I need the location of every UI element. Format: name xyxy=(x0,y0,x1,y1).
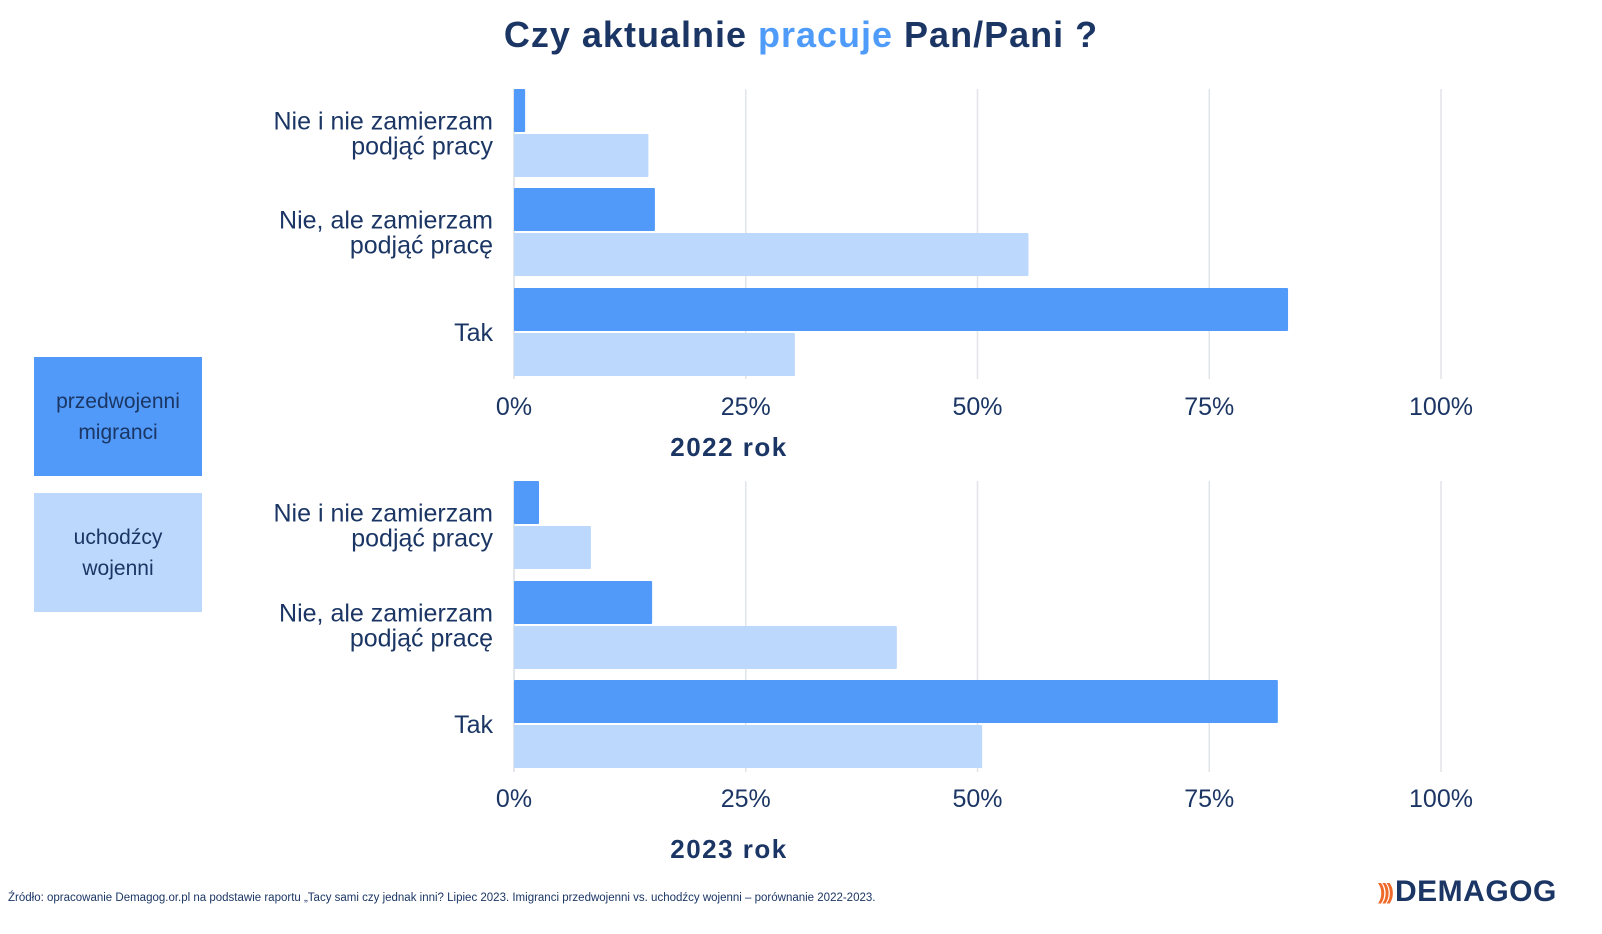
category-label-line: podjąć pracę xyxy=(350,232,493,260)
chart-year-label: 2023 rok xyxy=(670,834,788,864)
legend-item-przedwojenni: przedwojenni migranci xyxy=(34,357,202,476)
legend-item-uchodzcy: uchodźcy wojenni xyxy=(34,493,202,612)
bar-przedwojenni xyxy=(514,89,526,132)
title-part-before: Czy aktualnie xyxy=(503,14,758,55)
title-highlight: pracuje xyxy=(757,14,894,55)
category-label: Nie i nie zamierzam podjąć pracy xyxy=(273,500,493,553)
category-label: Tak xyxy=(454,319,493,347)
category-label-line: Nie, ale zamierzam xyxy=(279,600,493,628)
tick-label: 25% xyxy=(721,785,771,813)
legend-label-uchodzcy: uchodźcy wojenni xyxy=(73,525,163,580)
category-label: Tak xyxy=(454,711,493,739)
category-label-line: podjąć pracy xyxy=(351,133,493,161)
tick-label: 50% xyxy=(952,785,1002,813)
bar-uchodzcy xyxy=(514,134,649,177)
category-label: Nie i nie zamierzam podjąć pracy xyxy=(273,108,493,161)
source-note: Źródło: opracowanie Demagog.or.pl na pod… xyxy=(8,892,876,904)
tick-label: 50% xyxy=(952,393,1002,421)
category-label-line: Nie i nie zamierzam xyxy=(273,108,493,136)
tick-label: 75% xyxy=(1184,393,1234,421)
logo-signal-icon: ))) xyxy=(1378,879,1394,904)
bar-przedwojenni xyxy=(514,680,1278,723)
tick-label: 0% xyxy=(496,785,532,813)
category-label-line: podjąć pracę xyxy=(350,625,493,653)
category-label-line: podjąć pracy xyxy=(351,525,493,553)
category-label: Nie, ale zamierzam podjąć pracę xyxy=(279,207,493,260)
chart-year-label: 2022 rok xyxy=(670,432,788,462)
tick-label: 75% xyxy=(1184,785,1234,813)
category-label-line: Tak xyxy=(454,711,493,739)
bar-uchodzcy xyxy=(514,526,591,569)
tick-label: 25% xyxy=(721,393,771,421)
logo-text: DEMAGOG xyxy=(1394,875,1557,908)
category-label: Nie, ale zamierzam podjąć pracę xyxy=(279,600,493,653)
bar-przedwojenni xyxy=(514,481,540,524)
bar-uchodzcy xyxy=(514,626,897,669)
title-part-after: Pan/Pani ? xyxy=(893,14,1099,55)
tick-label: 100% xyxy=(1409,785,1473,813)
demagog-logo: ))) DEMAGOG xyxy=(1378,872,1557,912)
category-label-line: Nie i nie zamierzam xyxy=(273,500,493,528)
chart-title: Czy aktualnie pracuje Pan/Pani ? xyxy=(0,14,1602,56)
bar-uchodzcy xyxy=(514,233,1029,276)
category-label-line: Nie, ale zamierzam xyxy=(279,207,493,235)
bar-przedwojenni xyxy=(514,288,1289,331)
category-label-line: Tak xyxy=(454,319,493,347)
tick-label: 100% xyxy=(1409,393,1473,421)
legend-label-przedwojenni: przedwojenni migranci xyxy=(56,389,180,444)
bar-uchodzcy xyxy=(514,725,983,768)
bar-uchodzcy xyxy=(514,333,795,376)
tick-label: 0% xyxy=(496,393,532,421)
bar-przedwojenni xyxy=(514,581,653,624)
bar-przedwojenni xyxy=(514,188,655,231)
